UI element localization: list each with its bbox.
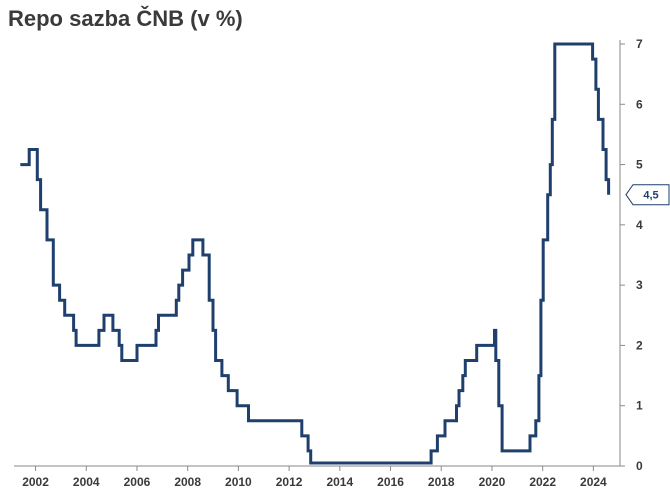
x-tick-label: 2018 xyxy=(428,475,455,489)
x-tick-label: 2024 xyxy=(580,475,607,489)
last-value-callout: 4,5 xyxy=(625,184,670,206)
x-tick-label: 2004 xyxy=(73,475,100,489)
x-tick-label: 2010 xyxy=(225,475,252,489)
x-tick-label: 2012 xyxy=(276,475,303,489)
y-tick-label: 1 xyxy=(636,399,643,413)
chart-title: Repo sazba ČNB (v %) xyxy=(8,6,243,31)
last-value-label: 4,5 xyxy=(643,190,658,202)
plot-area xyxy=(20,42,611,465)
x-tick-label: 2006 xyxy=(124,475,151,489)
repo-rate-line xyxy=(20,42,611,465)
x-tick-label: 2008 xyxy=(174,475,201,489)
x-tick-label: 2022 xyxy=(529,475,556,489)
y-tick-label: 7 xyxy=(636,37,643,51)
last-value-box xyxy=(625,184,670,206)
y-tick-label: 4 xyxy=(636,218,643,232)
x-tick-label: 2020 xyxy=(479,475,506,489)
x-tick-label: 2014 xyxy=(326,475,353,489)
x-tick-label: 2016 xyxy=(377,475,404,489)
y-tick-label: 0 xyxy=(636,459,643,473)
x-axis: 2002 2004 2006 2008 2010 2012 2014 2016 2018 2020… xyxy=(14,465,620,489)
y-axis: 0 1 2 3 4 5 6 7 xyxy=(619,37,643,473)
y-tick-label: 6 xyxy=(636,97,643,111)
x-tick-label: 2002 xyxy=(22,475,49,489)
y-tick-label: 5 xyxy=(636,158,643,172)
y-tick-label: 3 xyxy=(636,278,643,292)
y-tick-label: 2 xyxy=(636,338,643,352)
